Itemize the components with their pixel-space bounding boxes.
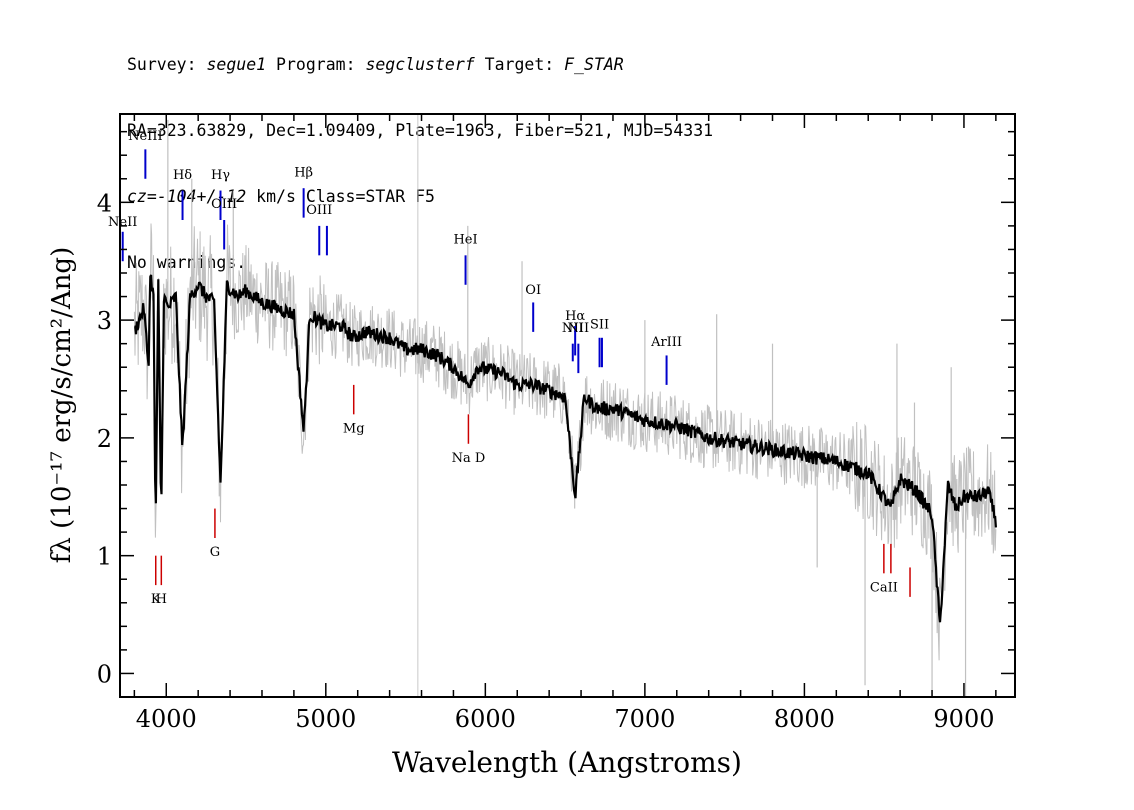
y-tick-label: 3 — [97, 307, 112, 335]
y-tick-label: 2 — [97, 425, 112, 453]
emission-line-label: NeIII — [128, 129, 162, 144]
header-line-redshift: cz=-104+/-12 km/s Class=STAR F5 — [127, 187, 435, 206]
emission-line-label: ArIII — [650, 335, 682, 350]
y-tick-label: 1 — [97, 543, 112, 571]
x-tick-label: 9000 — [933, 705, 994, 733]
emission-line-label: Hα — [565, 309, 585, 324]
header-line-survey: Survey: segue1 Program: segclusterf Targ… — [127, 55, 624, 74]
emission-line-label: SII — [590, 317, 609, 332]
survey-value: segue1 — [206, 55, 267, 74]
y-axis-label: fλ (10⁻¹⁷ erg/s/cm²/Ang) — [47, 247, 77, 563]
emission-line-label: Hγ — [211, 168, 230, 183]
spectrum-header: Survey: segue1 Program: segclusterf Targ… — [127, 10, 713, 296]
plot-frame — [119, 113, 1016, 698]
x-tick-label: 4000 — [136, 705, 197, 733]
cz-value: -104+/-12 — [156, 187, 247, 206]
emission-line-label: HeI — [453, 233, 477, 248]
program-value: segclusterf — [365, 55, 475, 74]
absorption-line-label: K — [151, 592, 161, 607]
emission-line-label: NeII — [108, 215, 137, 230]
absorption-line-label: Mg — [343, 421, 365, 436]
x-tick-label: 7000 — [614, 705, 675, 733]
x-tick-label: 5000 — [295, 705, 356, 733]
emission-line-label: OIII — [211, 197, 237, 212]
emission-line-label: Hβ — [294, 165, 313, 180]
absorption-line-label: G — [210, 545, 220, 560]
x-tick-label: 6000 — [455, 705, 516, 733]
y-tick-label: 0 — [97, 660, 112, 688]
x-axis-label: Wavelength (Angstroms) — [392, 746, 742, 779]
model-series — [134, 274, 997, 623]
y-tick-label: 4 — [97, 189, 112, 217]
axis-ticks: 4000 5000 6000 7000 8000 9000 0 1 2 3 4 — [97, 114, 1015, 733]
flux-line — [133, 223, 997, 661]
target-value: F_STAR — [564, 55, 624, 74]
emission-line-label: OIII — [306, 203, 332, 218]
absorption-line-label: Na D — [452, 451, 486, 466]
emission-line-label: NII — [562, 321, 584, 336]
x-tick-label: 8000 — [774, 705, 835, 733]
emission-line-label: Hδ — [173, 168, 192, 183]
emission-line-label: OI — [525, 283, 541, 298]
header-line-coordinates: RA=323.63829, Dec=1.09409, Plate=1963, F… — [127, 121, 714, 140]
emission-line-label: NII — [568, 321, 590, 336]
absorption-line-label: H — [156, 592, 167, 607]
model-line — [134, 274, 997, 623]
absorption-line-label: CaII — [870, 580, 898, 595]
header-line-warnings: No warnings. — [127, 253, 247, 272]
